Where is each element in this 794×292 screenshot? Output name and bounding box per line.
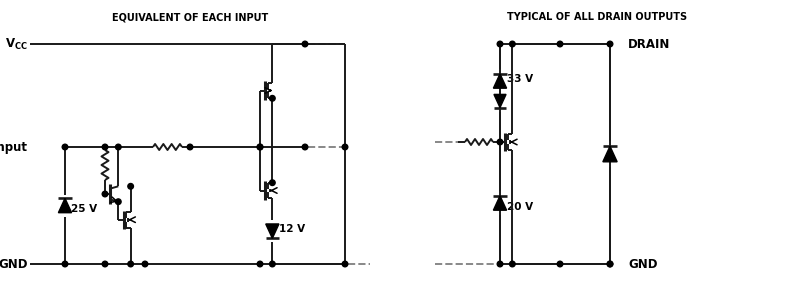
Circle shape: [269, 180, 276, 185]
Text: 20 V: 20 V: [507, 202, 533, 212]
Text: GND: GND: [628, 258, 657, 270]
Polygon shape: [266, 224, 279, 238]
Circle shape: [102, 261, 108, 267]
Circle shape: [497, 139, 503, 145]
Circle shape: [62, 261, 67, 267]
Circle shape: [269, 95, 276, 101]
Circle shape: [115, 199, 121, 204]
Text: TYPICAL OF ALL DRAIN OUTPUTS: TYPICAL OF ALL DRAIN OUTPUTS: [507, 12, 687, 22]
Circle shape: [303, 144, 308, 150]
Circle shape: [607, 261, 613, 267]
Text: DRAIN: DRAIN: [628, 37, 670, 51]
Circle shape: [607, 41, 613, 47]
Text: 25 V: 25 V: [71, 204, 97, 215]
Circle shape: [497, 41, 503, 47]
Circle shape: [257, 144, 263, 150]
Circle shape: [128, 261, 133, 267]
Circle shape: [115, 144, 121, 150]
Text: $\mathregular{V_{CC}}$: $\mathregular{V_{CC}}$: [6, 36, 28, 52]
Polygon shape: [493, 74, 507, 88]
Text: 12 V: 12 V: [279, 224, 306, 234]
Circle shape: [497, 261, 503, 267]
Text: Input: Input: [0, 140, 28, 154]
Circle shape: [269, 261, 276, 267]
Circle shape: [187, 144, 193, 150]
Circle shape: [128, 183, 133, 189]
Circle shape: [102, 144, 108, 150]
Polygon shape: [59, 198, 71, 213]
Polygon shape: [493, 196, 507, 210]
Circle shape: [557, 261, 563, 267]
Circle shape: [102, 191, 108, 197]
Circle shape: [342, 261, 348, 267]
Circle shape: [62, 144, 67, 150]
Circle shape: [342, 144, 348, 150]
Circle shape: [557, 41, 563, 47]
Circle shape: [257, 144, 263, 150]
Circle shape: [510, 261, 515, 267]
Circle shape: [257, 261, 263, 267]
Circle shape: [303, 41, 308, 47]
Circle shape: [607, 261, 613, 267]
Text: 33 V: 33 V: [507, 74, 533, 84]
Text: EQUIVALENT OF EACH INPUT: EQUIVALENT OF EACH INPUT: [112, 12, 268, 22]
Polygon shape: [494, 94, 506, 107]
Text: GND: GND: [0, 258, 28, 270]
Circle shape: [510, 41, 515, 47]
Polygon shape: [603, 146, 617, 162]
Circle shape: [142, 261, 148, 267]
